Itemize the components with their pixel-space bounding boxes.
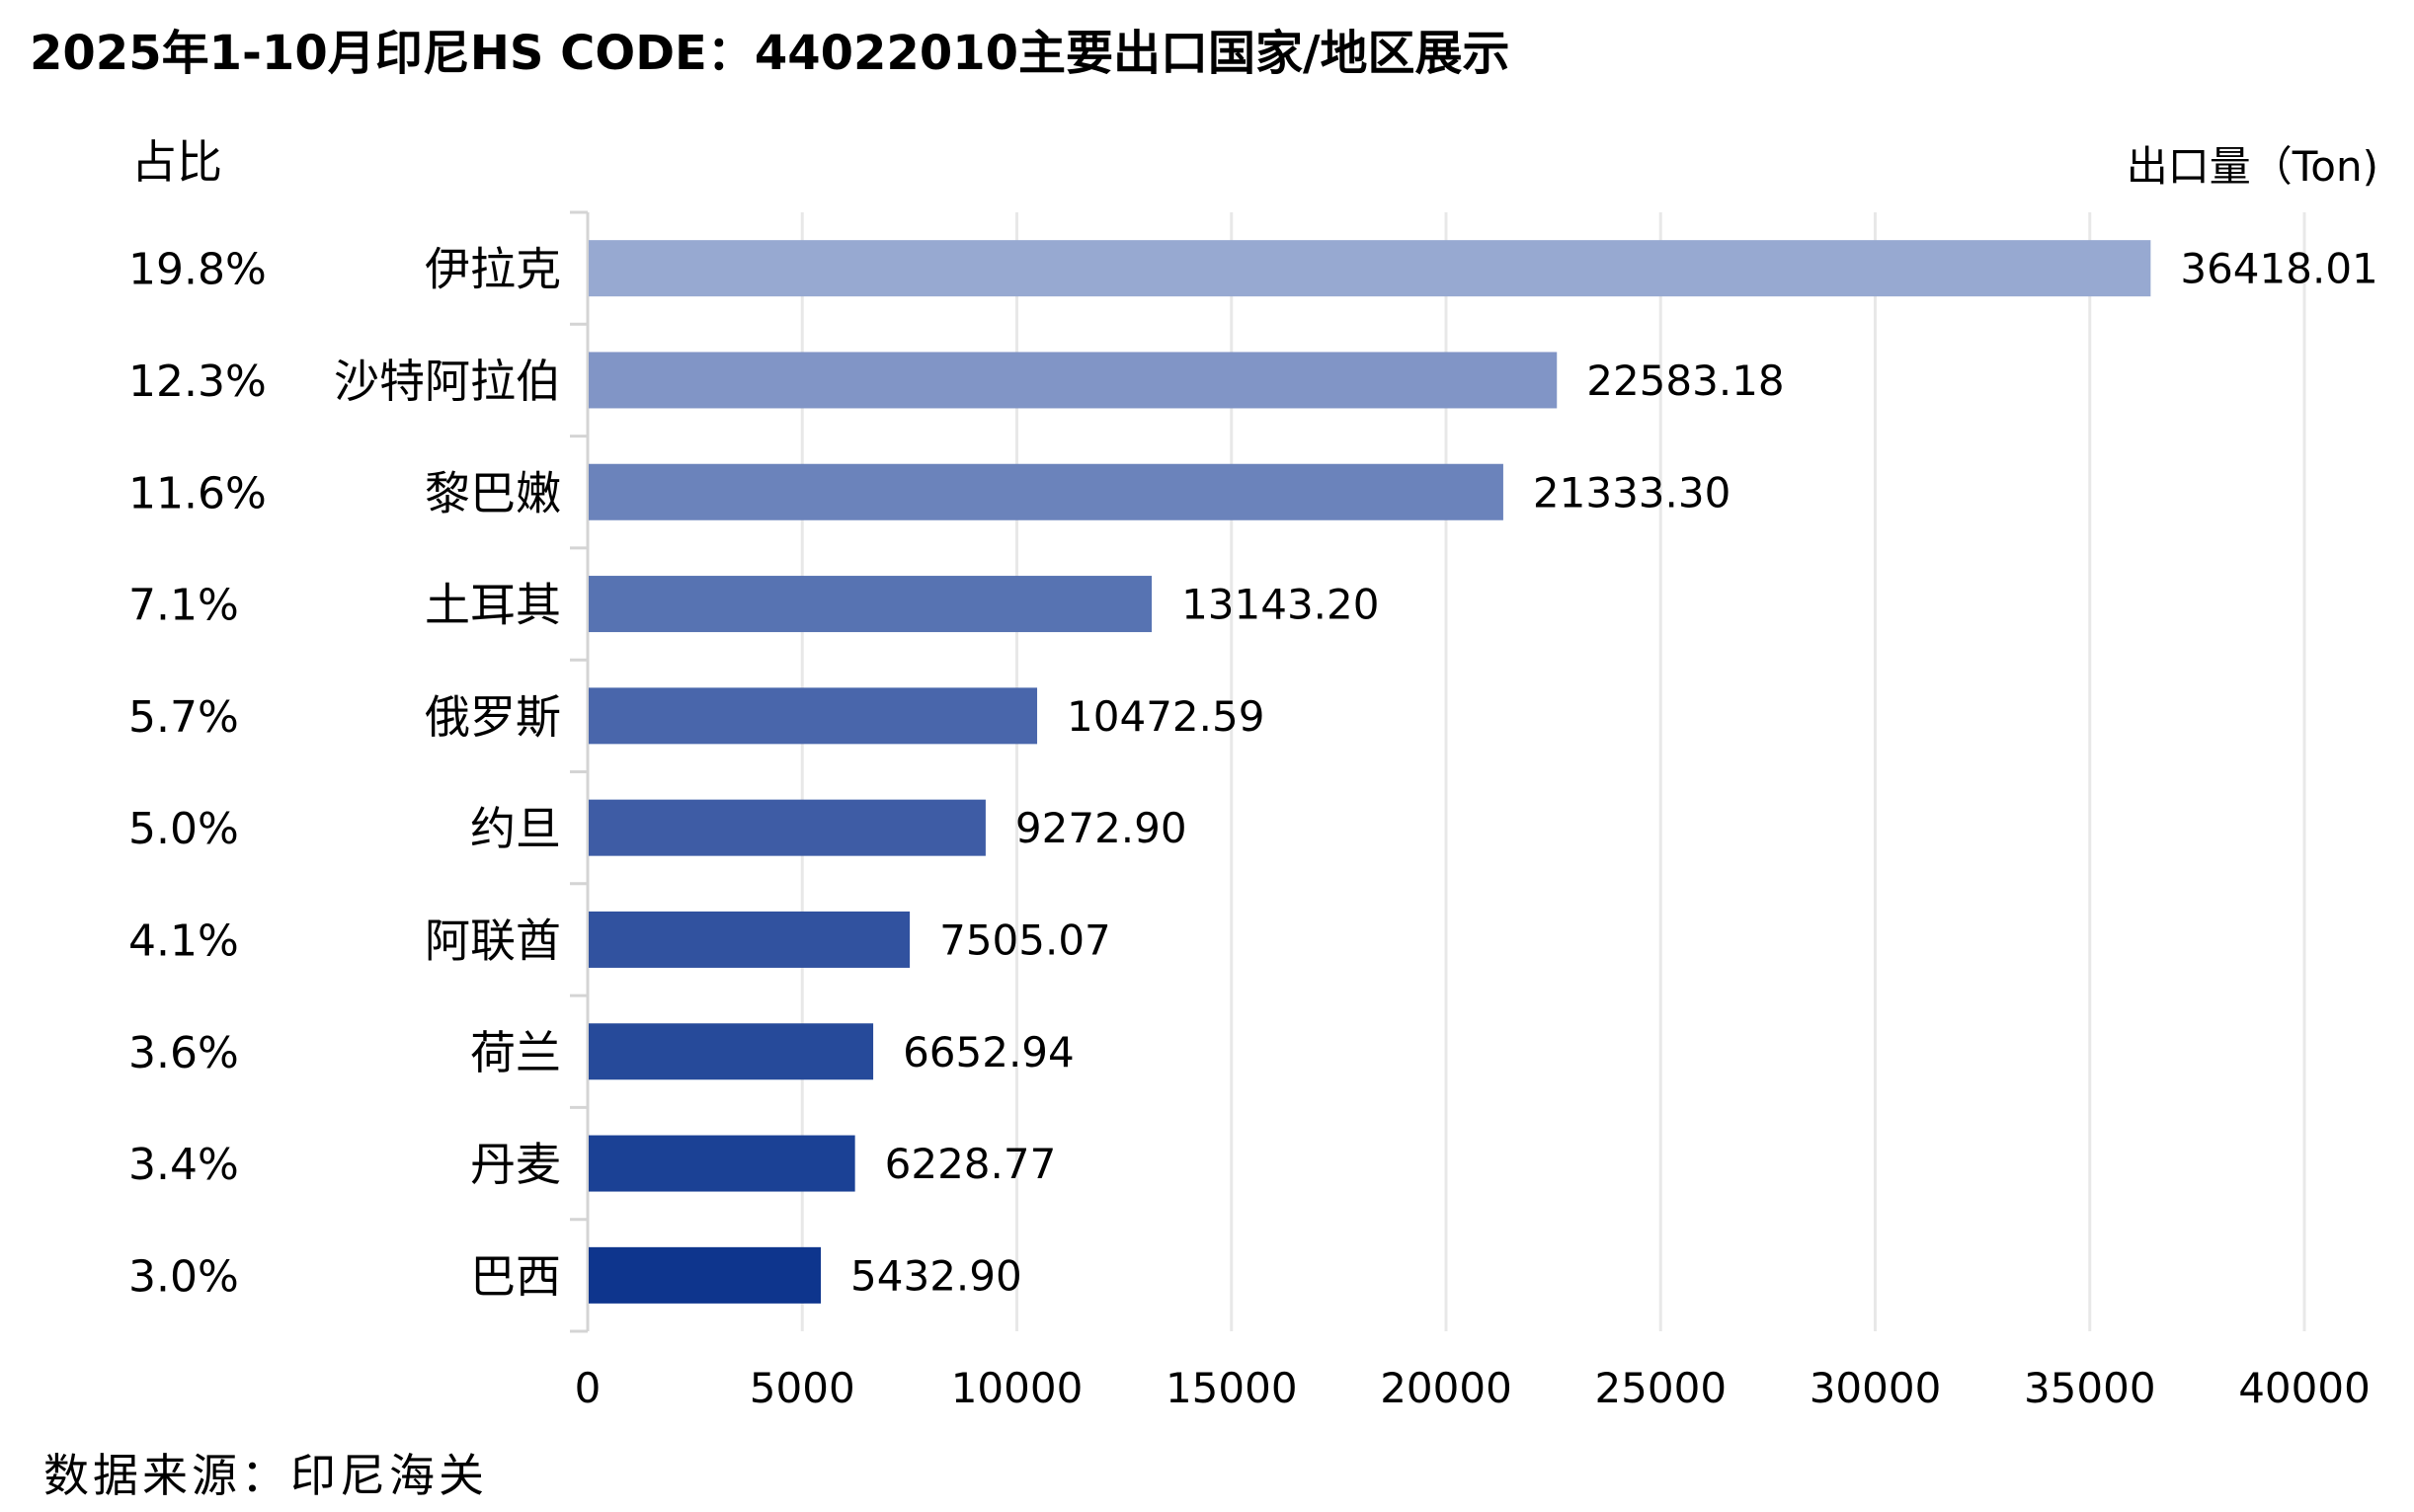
category-label: 土耳其 <box>425 579 561 632</box>
x-tick-label: 20000 <box>1380 1364 1512 1412</box>
bar <box>589 911 911 968</box>
data-label: 6228.77 <box>885 1140 1057 1188</box>
x-tick-label: 30000 <box>1810 1364 1942 1412</box>
data-source: 数据来源：印尼海关 <box>43 1449 488 1502</box>
data-label: 36418.01 <box>2180 245 2377 293</box>
data-label: 21333.30 <box>1533 468 1730 517</box>
data-label: 7505.07 <box>939 915 1111 964</box>
share-label: 5.7% <box>128 692 239 743</box>
data-label: 10472.59 <box>1067 692 1264 741</box>
share-label: 5.0% <box>128 804 239 854</box>
bar <box>589 1135 855 1192</box>
data-label: 6652.94 <box>903 1028 1075 1076</box>
share-label: 4.1% <box>128 915 239 966</box>
data-label: 5432.90 <box>850 1251 1022 1300</box>
share-column-header: 占比 <box>131 135 222 189</box>
bar <box>589 1246 822 1304</box>
category-label: 沙特阿拉伯 <box>334 355 561 408</box>
x-tick-label: 10000 <box>951 1364 1084 1412</box>
x-tick-label: 5000 <box>750 1364 855 1412</box>
category-label: 伊拉克 <box>425 243 561 296</box>
x-tick-label: 40000 <box>2238 1364 2371 1412</box>
data-label: 13143.20 <box>1181 581 1379 629</box>
data-label: 22583.18 <box>1586 357 1784 405</box>
data-label: 9272.90 <box>1015 804 1187 852</box>
x-tick-label: 15000 <box>1166 1364 1298 1412</box>
x-tick-label: 0 <box>575 1364 602 1412</box>
bar <box>589 799 986 856</box>
category-label: 荷兰 <box>470 1026 561 1079</box>
category-label: 巴西 <box>470 1249 561 1303</box>
unit-label: 出口量（Ton) <box>2126 142 2378 191</box>
share-label: 3.4% <box>128 1140 239 1190</box>
share-label: 11.6% <box>128 468 267 518</box>
share-label: 7.1% <box>128 581 239 631</box>
chart-title: 2025年1-10月印尼HS CODE：44022010主要出口国家/地区展示 <box>30 26 1510 81</box>
x-tick-label: 35000 <box>2024 1364 2156 1412</box>
x-tick-label: 25000 <box>1594 1364 1727 1412</box>
category-label: 约旦 <box>470 802 561 855</box>
share-label: 19.8% <box>128 245 267 295</box>
bar <box>589 576 1153 633</box>
bar <box>589 1023 874 1080</box>
share-label: 12.3% <box>128 357 267 407</box>
bar <box>589 687 1038 745</box>
category-label: 丹麦 <box>470 1138 561 1191</box>
bar <box>589 352 1558 409</box>
category-label: 阿联酋 <box>425 914 561 967</box>
share-label: 3.6% <box>128 1028 239 1078</box>
bar <box>589 240 2151 297</box>
category-label: 黎巴嫩 <box>425 466 561 519</box>
bar <box>589 463 1503 520</box>
share-label: 3.0% <box>128 1251 239 1302</box>
category-label: 俄罗斯 <box>425 690 561 744</box>
